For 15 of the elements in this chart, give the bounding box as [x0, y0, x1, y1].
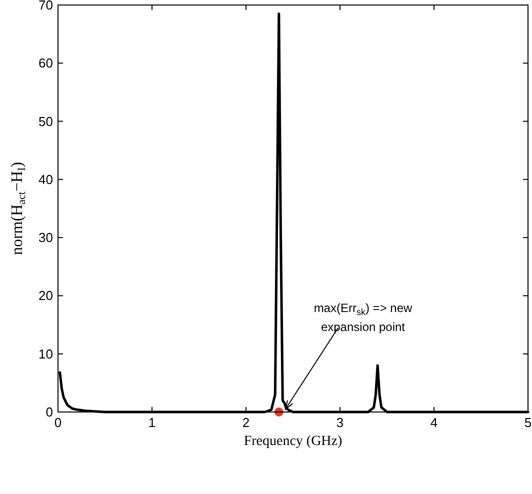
y-tick-label: 60 [38, 56, 53, 71]
x-tick-label: 4 [430, 415, 438, 430]
x-tick-label: 1 [148, 415, 156, 430]
annotation: max(Err$_{sk}$) => new expansion point [314, 301, 413, 334]
y-tick-label: 20 [38, 288, 53, 304]
y-tick-label: 40 [38, 172, 53, 187]
y-tick-label: 0 [46, 404, 53, 420]
x-tick-label: 5 [524, 415, 532, 430]
y-tick-label: 10 [38, 346, 53, 362]
x-tick-label: 3 [336, 415, 344, 430]
y-tick-label: 50 [38, 114, 53, 129]
y-tick-label: 70 [38, 0, 53, 12]
y-tick-label: 30 [38, 230, 53, 246]
x-tick-label: 2 [242, 415, 250, 430]
x-axis-title: Frequency (GHz) [244, 434, 343, 449]
